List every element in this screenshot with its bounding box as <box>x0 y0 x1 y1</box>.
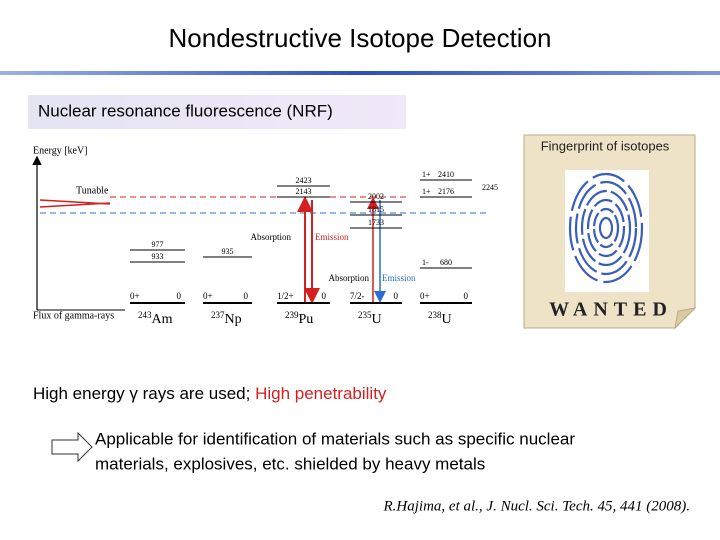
isotope-name: 238U <box>428 310 452 327</box>
ground-energy: 0 <box>394 291 399 301</box>
poster-fold <box>674 307 697 330</box>
level-energy: 1815 <box>368 205 384 214</box>
isotope-name: 235U <box>358 310 382 327</box>
tunable-label: Tunable <box>76 185 109 196</box>
isotope-name: 237Np <box>211 310 242 327</box>
axis-label: Energy [keV] <box>33 145 88 156</box>
isotope-mass: 235 <box>358 310 372 320</box>
energy-diagram: Energy [keV] Flux of gamma-rays Tunable … <box>32 145 498 327</box>
isotope-symbol: U <box>442 312 452 327</box>
level-energy: 977 <box>152 240 164 249</box>
level-energy: 935 <box>222 247 234 256</box>
point-main: High energy γ rays are used; <box>33 384 255 403</box>
level-energy: 2143 <box>296 187 312 196</box>
level-spin: 1- <box>422 258 429 267</box>
citation: R.Hajima, et al., J. Nucl. Sci. Tech. 45… <box>383 498 691 514</box>
wanted-poster: Fingerprint of isotopes WANTED <box>523 134 697 330</box>
ground-spin: 0+ <box>203 291 213 301</box>
poster-banner: WANTED <box>549 299 673 321</box>
level-energy: 2002 <box>368 192 384 201</box>
level-energy: 680 <box>440 258 452 267</box>
absorption-label: Absorption <box>329 273 370 283</box>
level-energy: 933 <box>152 252 164 261</box>
level-energy: 2176 <box>438 187 454 196</box>
ground-spin: 1/2+ <box>277 291 294 301</box>
ground-spin: 7/2- <box>350 291 365 301</box>
emission-label: Emission <box>382 273 416 283</box>
section-box <box>28 95 406 129</box>
isotope-symbol: Np <box>225 312 242 327</box>
absorption-label: Absorption <box>251 232 292 242</box>
tunable-line <box>39 202 111 208</box>
isotope-mass: 239 <box>285 310 299 320</box>
level-energy: 2410 <box>438 170 454 179</box>
section-title: Nuclear resonance fluorescence (NRF) <box>38 101 333 120</box>
isotope-symbol: Pu <box>299 312 314 327</box>
ground-energy: 0 <box>464 291 469 301</box>
ground-energy: 0 <box>322 291 327 301</box>
application-line: Applicable for identification of materia… <box>95 429 575 448</box>
ground-energy: 0 <box>244 291 249 301</box>
fingerprint <box>568 172 644 284</box>
isotope-mass: 237 <box>211 310 225 320</box>
isotope-symbol: U <box>372 312 382 327</box>
slide-title: Nondestructive Isotope Detection <box>169 23 552 53</box>
level-energy: 2245 <box>482 183 498 192</box>
ground-spin: 0+ <box>130 291 140 301</box>
level-spin: 1+ <box>422 187 431 196</box>
level-spin: 1+ <box>422 170 431 179</box>
ground-energy: 0 <box>177 291 182 301</box>
isotope-name: 239Pu <box>285 310 313 327</box>
arrow-icon <box>51 431 93 463</box>
point-text: High energy γ rays are used; High penetr… <box>33 384 387 403</box>
point-highlight: High penetrability <box>255 384 387 403</box>
application-line: materials, explosives, etc. shielded by … <box>95 454 485 473</box>
title-underline <box>0 71 720 75</box>
level-energy: 2423 <box>296 176 312 185</box>
isotope-mass: 238 <box>428 310 442 320</box>
emission-label: Emission <box>315 232 349 242</box>
flux-label: Flux of gamma-rays <box>33 310 114 321</box>
ground-spin: 0+ <box>420 291 430 301</box>
level-energy: 1733 <box>368 218 384 227</box>
isotope-mass: 243 <box>138 310 152 320</box>
isotope-name: 243Am <box>138 310 173 327</box>
isotope-symbol: Am <box>152 312 173 327</box>
poster-caption: Fingerprint of isotopes <box>541 138 670 153</box>
